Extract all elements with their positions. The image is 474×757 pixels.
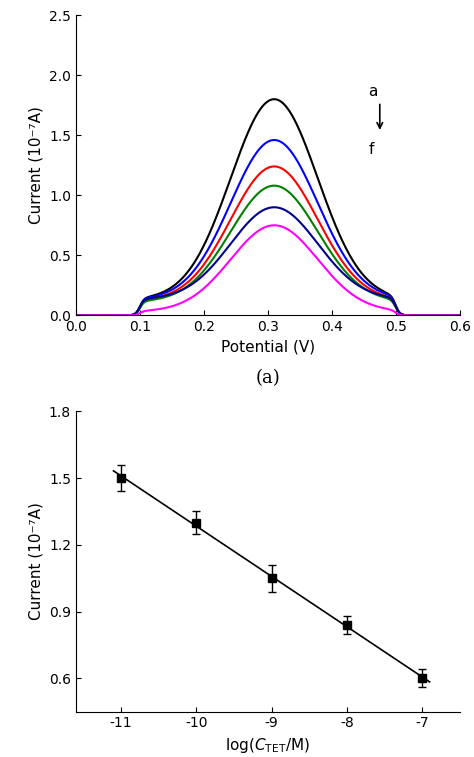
Text: a: a	[368, 84, 378, 99]
Text: (a): (a)	[255, 369, 280, 388]
X-axis label: Potential (V): Potential (V)	[221, 340, 315, 355]
Y-axis label: Current (10⁻⁷A): Current (10⁻⁷A)	[28, 106, 44, 224]
Text: f: f	[368, 142, 374, 157]
X-axis label: log($\mathit{C}_{\mathrm{TET}}$/M): log($\mathit{C}_{\mathrm{TET}}$/M)	[225, 736, 310, 755]
Y-axis label: Current (10⁻⁷A): Current (10⁻⁷A)	[28, 503, 43, 621]
